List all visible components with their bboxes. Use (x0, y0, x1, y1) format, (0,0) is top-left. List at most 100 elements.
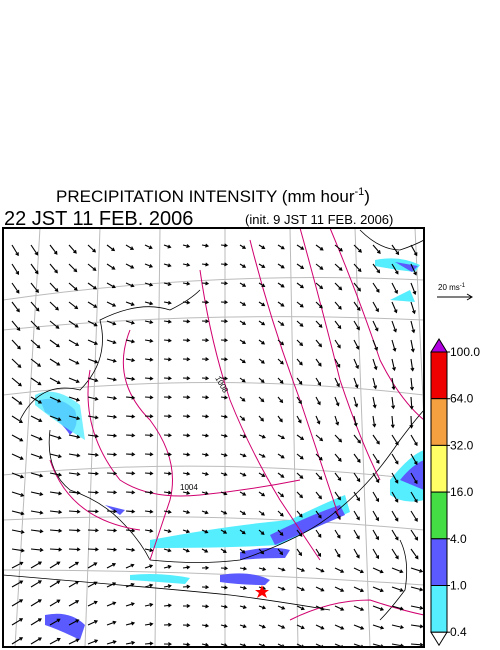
wind-arrow (277, 491, 285, 498)
wind-arrow (49, 491, 63, 496)
wind-arrow (144, 452, 154, 457)
wind-arrow (182, 510, 191, 515)
wind-arrow (410, 548, 419, 560)
wind-arrow (353, 510, 360, 521)
wind-arrow (87, 301, 98, 308)
wind-arrow (163, 490, 172, 495)
wind-arrow (391, 586, 404, 592)
wind-arrow (315, 434, 324, 442)
wind-arrow (182, 338, 191, 343)
wind-scale-arrow (437, 293, 473, 301)
wind-arrow (220, 262, 229, 267)
wind-arrow (277, 434, 286, 440)
wind-scale-text: 20 ms (438, 283, 460, 292)
wind-arrow (391, 244, 400, 256)
wind-arrow (315, 567, 325, 573)
wind-arrow (220, 529, 228, 534)
wind-arrow (239, 396, 246, 402)
wind-arrow (87, 581, 98, 588)
wind-arrow (125, 301, 135, 306)
wind-arrow (296, 301, 304, 308)
wind-arrow (372, 282, 380, 293)
wind-arrow (68, 472, 81, 477)
wind-arrow (68, 415, 81, 421)
wind-arrow (87, 528, 99, 533)
wind-arrow (258, 491, 266, 497)
wind-arrow (30, 358, 42, 367)
wind-arrow (315, 377, 322, 387)
wind-arrow (163, 529, 172, 534)
wind-arrow (163, 300, 172, 305)
wind-arrow (106, 620, 117, 626)
wind-arrow (220, 357, 229, 362)
wind-arrow (410, 320, 416, 334)
wind-arrow (220, 472, 228, 477)
wind-arrow (353, 301, 361, 312)
wind-arrow (353, 320, 360, 331)
wind-arrow (163, 642, 172, 647)
wind-arrow (182, 319, 191, 324)
wind-arrow (201, 452, 210, 457)
wind-arrow (87, 600, 98, 607)
wind-arrow (315, 263, 324, 270)
wind-arrow (277, 453, 285, 459)
wind-arrow (87, 434, 99, 439)
wind-arrow (30, 396, 43, 404)
wind-arrow (201, 491, 209, 496)
wind-arrow (391, 301, 398, 314)
wind-arrow (49, 434, 62, 440)
wind-arrow (49, 339, 60, 348)
wind-arrow (49, 453, 62, 459)
wind-arrow (182, 262, 191, 267)
wind-arrow (372, 605, 385, 611)
wind-arrow (410, 339, 415, 353)
wind-arrow (258, 567, 267, 571)
colorbar-segment (430, 444, 448, 493)
wind-arrow (296, 320, 304, 327)
wind-arrow (372, 301, 379, 313)
wind-arrow (410, 244, 418, 257)
wind-arrow (372, 624, 385, 630)
wind-arrow (144, 376, 154, 381)
wind-arrow (125, 433, 136, 438)
wind-arrow (277, 263, 285, 269)
wind-arrow (201, 357, 210, 362)
wind-arrow (315, 415, 321, 425)
wind-arrow (11, 561, 24, 569)
wind-arrow (277, 377, 284, 384)
wind-arrow (125, 509, 136, 514)
wind-arrow (106, 263, 116, 270)
init-time: (init. 9 JST 11 FEB. 2006) (245, 212, 393, 227)
wind-arrow (106, 471, 118, 476)
wind-arrow (239, 301, 247, 306)
wind-arrow (353, 624, 365, 630)
wind-arrow (144, 641, 154, 646)
wind-arrow (163, 414, 172, 419)
wind-arrow (296, 244, 305, 250)
wind-arrow (334, 624, 345, 630)
wind-arrow (125, 282, 135, 288)
wind-arrow (201, 243, 210, 248)
wind-arrow (353, 434, 361, 444)
colorbar-over (430, 338, 448, 353)
wind-arrow (410, 301, 416, 315)
wind-arrow (315, 453, 323, 461)
wind-arrow (11, 472, 25, 479)
wind-arrow (201, 376, 210, 381)
wind-arrow (391, 339, 397, 352)
wind-arrow (106, 640, 117, 645)
wind-arrow (125, 320, 135, 325)
wind-arrow (258, 396, 265, 403)
wind-arrow (87, 471, 99, 476)
wind-arrow (220, 281, 229, 286)
wind-arrow (220, 300, 229, 305)
wind-arrow (277, 396, 284, 404)
colorbar-segment (430, 351, 448, 400)
wind-arrow (258, 377, 265, 383)
wind-arrow (182, 376, 191, 381)
wind-arrow (334, 396, 340, 407)
wind-arrow (49, 244, 58, 255)
wind-arrow (182, 433, 191, 438)
wind-arrow (353, 586, 365, 593)
wind-arrow (182, 565, 191, 570)
